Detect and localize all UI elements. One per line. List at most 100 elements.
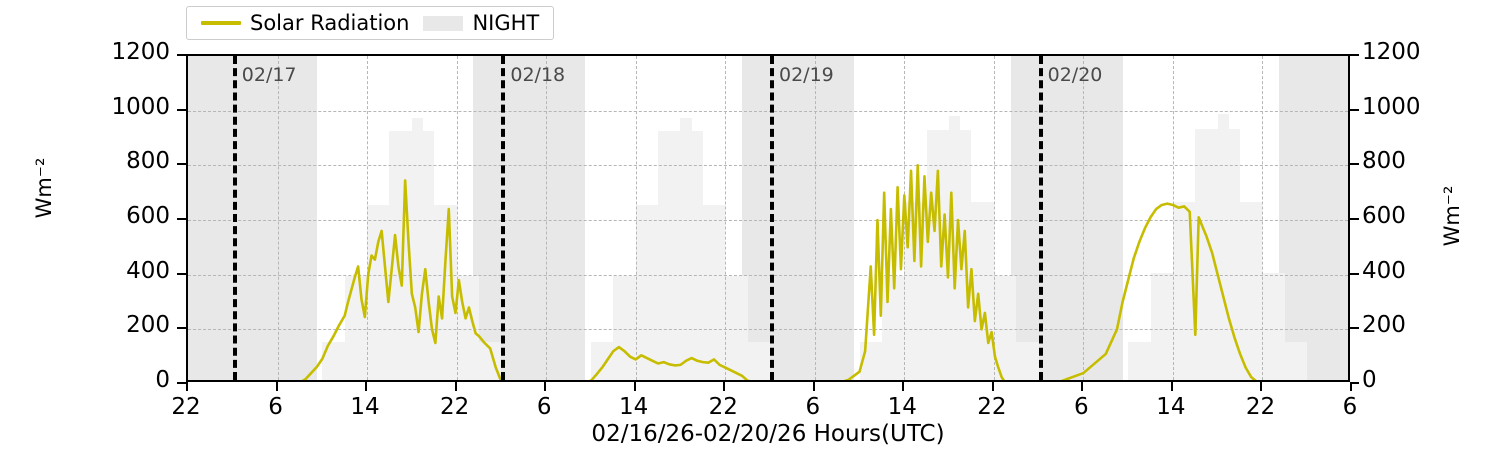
legend-patch-swatch <box>423 15 464 31</box>
x-tick-label: 14 <box>887 394 917 420</box>
series-line-solar-radiation <box>301 164 1257 380</box>
legend-item-solar-radiation: Solar Radiation <box>201 10 410 35</box>
x-tick-label: 22 <box>439 394 470 420</box>
clear-sky-step <box>1128 341 1151 380</box>
y-tick-right <box>1350 272 1359 275</box>
clear-sky-step <box>747 341 770 380</box>
x-tick-label: 22 <box>171 394 201 420</box>
x-tick-label: 14 <box>1156 394 1186 420</box>
clear-sky-step <box>411 117 424 380</box>
x-tick <box>1170 382 1173 391</box>
y-tick-right <box>1350 382 1359 384</box>
gridline-horizontal <box>188 329 1348 331</box>
clear-sky-step <box>1262 273 1285 380</box>
night-band <box>188 56 317 380</box>
day-label: 02/17 <box>241 64 297 86</box>
y-axis-label-left: Wm⁻² <box>32 157 56 219</box>
y-tick-label-left: 600 <box>126 203 170 229</box>
clear-sky-step <box>1172 202 1196 380</box>
y-tick-label-right: 200 <box>1362 312 1406 339</box>
legend-label-solar-radiation: Solar Radiation <box>250 10 410 35</box>
x-tick <box>544 382 547 391</box>
gridline-vertical <box>1172 56 1174 380</box>
clear-sky-step <box>725 276 748 380</box>
x-axis-label: 02/16/26-02/20/26 Hours(UTC) <box>591 421 945 447</box>
x-tick-label: 22 <box>977 394 1007 420</box>
day-separator-line <box>770 56 774 380</box>
gridline-vertical <box>367 56 369 380</box>
clear-sky-step <box>1150 273 1173 380</box>
x-tick-label: 6 <box>1074 394 1089 420</box>
y-tick-label-right: 1200 <box>1362 39 1421 65</box>
x-tick <box>902 382 905 391</box>
chart-legend: Solar Radiation NIGHT <box>186 6 555 40</box>
y-tick-right <box>1350 108 1359 111</box>
y-tick-left <box>177 272 186 275</box>
day-label: 02/18 <box>510 64 566 86</box>
y-tick-left <box>177 327 186 330</box>
day-separator-line <box>501 56 506 380</box>
legend-label-night: NIGHT <box>472 10 540 35</box>
y-tick-left <box>177 54 186 56</box>
y-tick-label-left: 200 <box>126 312 170 339</box>
x-tick <box>633 382 636 391</box>
plot-area: 02/17 02/18 02/19 02/20 <box>186 54 1350 382</box>
legend-line-swatch <box>201 21 241 25</box>
night-band <box>473 56 586 380</box>
gridline-horizontal <box>188 110 1348 112</box>
y-tick-label-right: 800 <box>1362 148 1406 175</box>
clear-sky-step <box>1016 341 1039 380</box>
x-tick <box>1260 382 1263 391</box>
clear-sky-step <box>1284 341 1308 380</box>
y-tick-left <box>177 218 186 220</box>
y-tick-label-left: 0 <box>155 367 170 393</box>
gridline-horizontal <box>188 220 1348 221</box>
x-tick-label: 14 <box>619 394 649 420</box>
day-separator-line <box>232 56 237 380</box>
night-band <box>742 56 854 380</box>
x-tick-label: 6 <box>268 394 283 420</box>
gridline-vertical <box>814 56 816 380</box>
night-band <box>1279 56 1348 380</box>
gridline-vertical <box>725 56 727 380</box>
gridline-vertical <box>993 56 995 380</box>
gridline-horizontal <box>188 274 1348 276</box>
y-tick-label-right: 0 <box>1362 367 1377 393</box>
y-tick-right <box>1350 54 1359 56</box>
y-tick-label-left: 800 <box>126 148 170 175</box>
day-separator-line <box>1038 56 1043 380</box>
clear-sky-step <box>1195 128 1218 380</box>
x-tick <box>365 382 368 391</box>
x-tick-label: 6 <box>805 394 821 420</box>
gridline-vertical <box>635 56 637 380</box>
y-tick-left <box>177 108 186 111</box>
x-tick-label: 22 <box>708 394 738 420</box>
x-tick <box>275 382 278 391</box>
x-tick <box>454 382 457 391</box>
y-tick-label-left: 1000 <box>111 93 170 120</box>
y-tick-left <box>177 163 186 166</box>
gridline-vertical <box>277 56 279 380</box>
day-label: 02/19 <box>779 64 834 86</box>
x-tick-label: 6 <box>536 394 552 420</box>
y-tick-label-right: 400 <box>1362 257 1406 284</box>
clear-sky-step <box>680 117 692 380</box>
x-tick <box>1350 382 1352 391</box>
clear-sky-step <box>1240 202 1263 380</box>
y-tick-label-left: 400 <box>126 257 170 284</box>
clear-sky-step <box>635 205 659 380</box>
y-tick-left <box>177 382 186 384</box>
x-tick <box>186 382 188 391</box>
clear-sky-step <box>993 276 1017 380</box>
clear-sky-step <box>658 131 681 380</box>
y-axis-label-right: Wm⁻² <box>1440 185 1464 247</box>
clear-sky-step <box>322 341 345 380</box>
clear-sky-step <box>1217 113 1229 380</box>
y-tick-right <box>1350 163 1359 166</box>
clear-sky-step <box>702 205 726 380</box>
gridline-vertical <box>1083 56 1085 380</box>
x-tick-label: 22 <box>1245 394 1276 420</box>
day-label: 02/20 <box>1047 64 1103 86</box>
clear-sky-step <box>949 116 961 380</box>
